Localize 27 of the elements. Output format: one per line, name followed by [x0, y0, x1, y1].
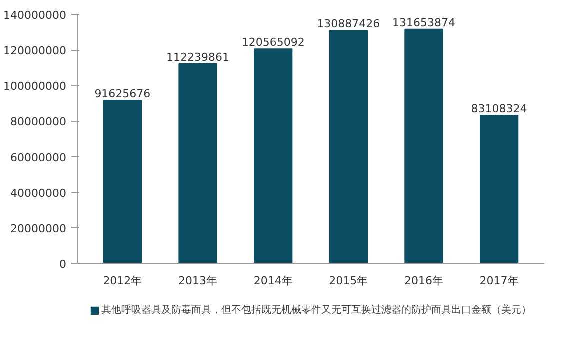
y-tick-label: 40000000 [10, 186, 67, 200]
bar [480, 115, 519, 264]
bar [254, 48, 293, 264]
y-tick-label: 60000000 [10, 151, 67, 164]
y-tick-label: 20000000 [10, 222, 67, 236]
data-label: 83108324 [471, 102, 528, 116]
data-label: 131653874 [392, 16, 456, 30]
y-tick-label: 120000000 [4, 44, 67, 58]
x-tick-label: 2017年 [480, 274, 519, 288]
x-tick-label: 2015年 [329, 274, 368, 288]
x-tick-label: 2016年 [404, 274, 444, 288]
bar [178, 63, 218, 264]
bar [103, 100, 142, 264]
bar [329, 30, 368, 264]
y-tick-label: 0 [60, 258, 66, 271]
x-tick-label: 2013年 [178, 274, 218, 288]
x-tick-label: 2014年 [254, 274, 293, 288]
y-tick-label: 80000000 [10, 116, 67, 129]
y-tick-label: 140000000 [4, 9, 67, 22]
y-tick-label: 100000000 [4, 80, 67, 94]
data-label: 120565092 [242, 36, 305, 50]
data-label: 91625676 [94, 88, 151, 101]
legend-label: 其他呼吸器具及防毒面具，但不包括既无机械零件又无可互换过滤器的防护面具出口金额（美元） [102, 304, 532, 317]
x-tick-label: 2012年 [103, 274, 142, 288]
data-label: 112239861 [166, 50, 230, 64]
bar [404, 28, 444, 264]
data-label: 130887426 [317, 18, 380, 31]
